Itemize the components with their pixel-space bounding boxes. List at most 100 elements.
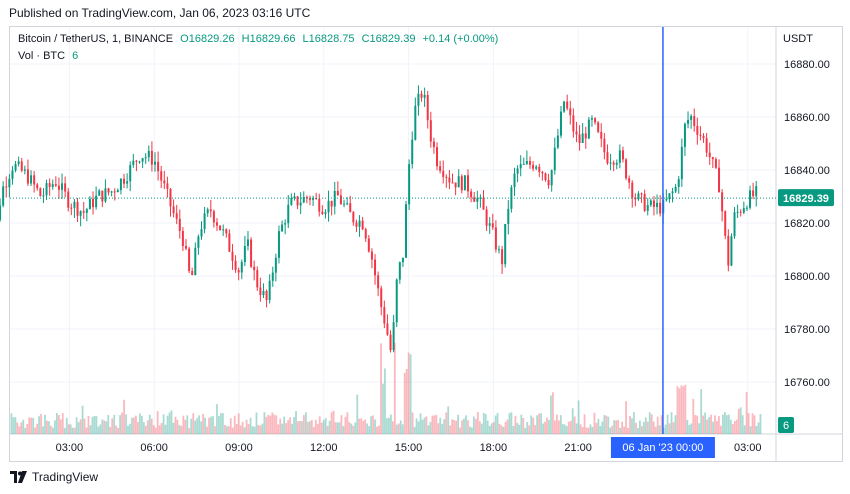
volume-bar [599,426,602,434]
volume-bar [386,418,388,434]
volume-bar [439,417,442,434]
volume-bar [480,423,483,434]
candle-body [284,223,287,225]
volume-bar [573,416,576,434]
volume-bar [263,412,266,434]
volume-bar [431,415,434,434]
volume-bar [138,413,141,434]
volume-bar [544,421,546,434]
volume-bar [465,415,467,434]
volume-bar [455,420,457,434]
volume-bar [530,415,533,434]
candle-body [470,191,473,198]
candle-body [206,209,209,214]
volume-bar [164,424,167,434]
candle-body [544,173,547,180]
candle-body [569,108,572,116]
volume-bar [378,425,380,434]
volume-bar [295,411,297,434]
volume-bar [536,415,539,434]
volume-bar [670,412,673,434]
candle-body [57,185,60,190]
volume-bar [684,384,687,434]
candle-body [513,173,516,188]
volume-badge-label: 6 [783,420,789,432]
volume-bar [182,415,185,434]
candle-body [361,220,364,230]
volume-bar [360,418,363,434]
volume-bar [376,426,378,434]
candle-body [92,198,95,208]
volume-bar [492,422,495,434]
candle-body [349,203,352,213]
volume-bar [152,425,155,434]
candle-body [563,101,566,112]
volume-bar [125,414,127,434]
candle-body [184,246,187,249]
volume-bar [690,423,693,434]
candle-body [228,233,231,252]
candle-body [677,179,680,187]
candle-body [736,211,739,213]
candle-body [154,161,157,165]
volume-bar [585,427,588,434]
price-tick-label: 16760.00 [784,377,830,389]
volume-bar [640,426,643,434]
candle-body [612,162,615,165]
volume-bar [200,421,203,434]
volume-bar [472,416,475,434]
volume-bar [34,427,37,434]
volume-bar [69,424,72,434]
volume-bar [178,425,181,434]
price-tick-label: 16780.00 [784,324,830,336]
volume-bar [24,427,27,434]
volume-bar [508,413,511,434]
tradingview-brand[interactable]: TradingView [10,470,98,484]
volume-bar [316,423,319,434]
candle-body [339,195,342,205]
candle-body [504,223,507,265]
volume-bar [87,415,90,434]
volume-bar [227,426,230,434]
volume-bar [557,420,560,434]
tradingview-logo-icon [10,471,27,483]
volume-bar [259,425,262,434]
volume-bar [166,415,169,434]
volume-bar [322,420,325,434]
volume-bar [605,415,608,434]
volume-bar [474,418,477,434]
candle-body [11,170,14,179]
volume-bar [237,413,240,434]
volume-bar [625,401,627,434]
candle-body [448,177,451,183]
volume-bar [231,427,234,434]
volume-bar [496,412,499,434]
volume-bar [220,413,222,434]
candle-body [597,122,600,132]
volume-bar [30,417,33,434]
candle-body [250,239,253,267]
volume-bar [97,426,100,434]
candle-body [259,287,262,296]
volume-bar [613,420,616,434]
candle-body [445,176,448,178]
candle-body [649,200,652,206]
candle-body [497,249,500,251]
volume-bar [194,420,197,434]
candle-body [724,211,727,236]
volume-bar [494,415,497,434]
volume-bar [20,422,23,434]
legend-change: +0.14 (+0.00%) [422,33,499,45]
volume-bar [42,426,44,434]
volume-bar [451,419,454,434]
candle-body [665,199,668,201]
volume-bar [429,422,432,434]
volume-bar [38,416,40,434]
volume-bar [652,421,655,434]
candle-body [646,205,649,211]
candle-body [367,238,370,252]
candle-body [265,290,268,300]
candle-body [116,190,119,193]
volume-bar [53,420,56,434]
